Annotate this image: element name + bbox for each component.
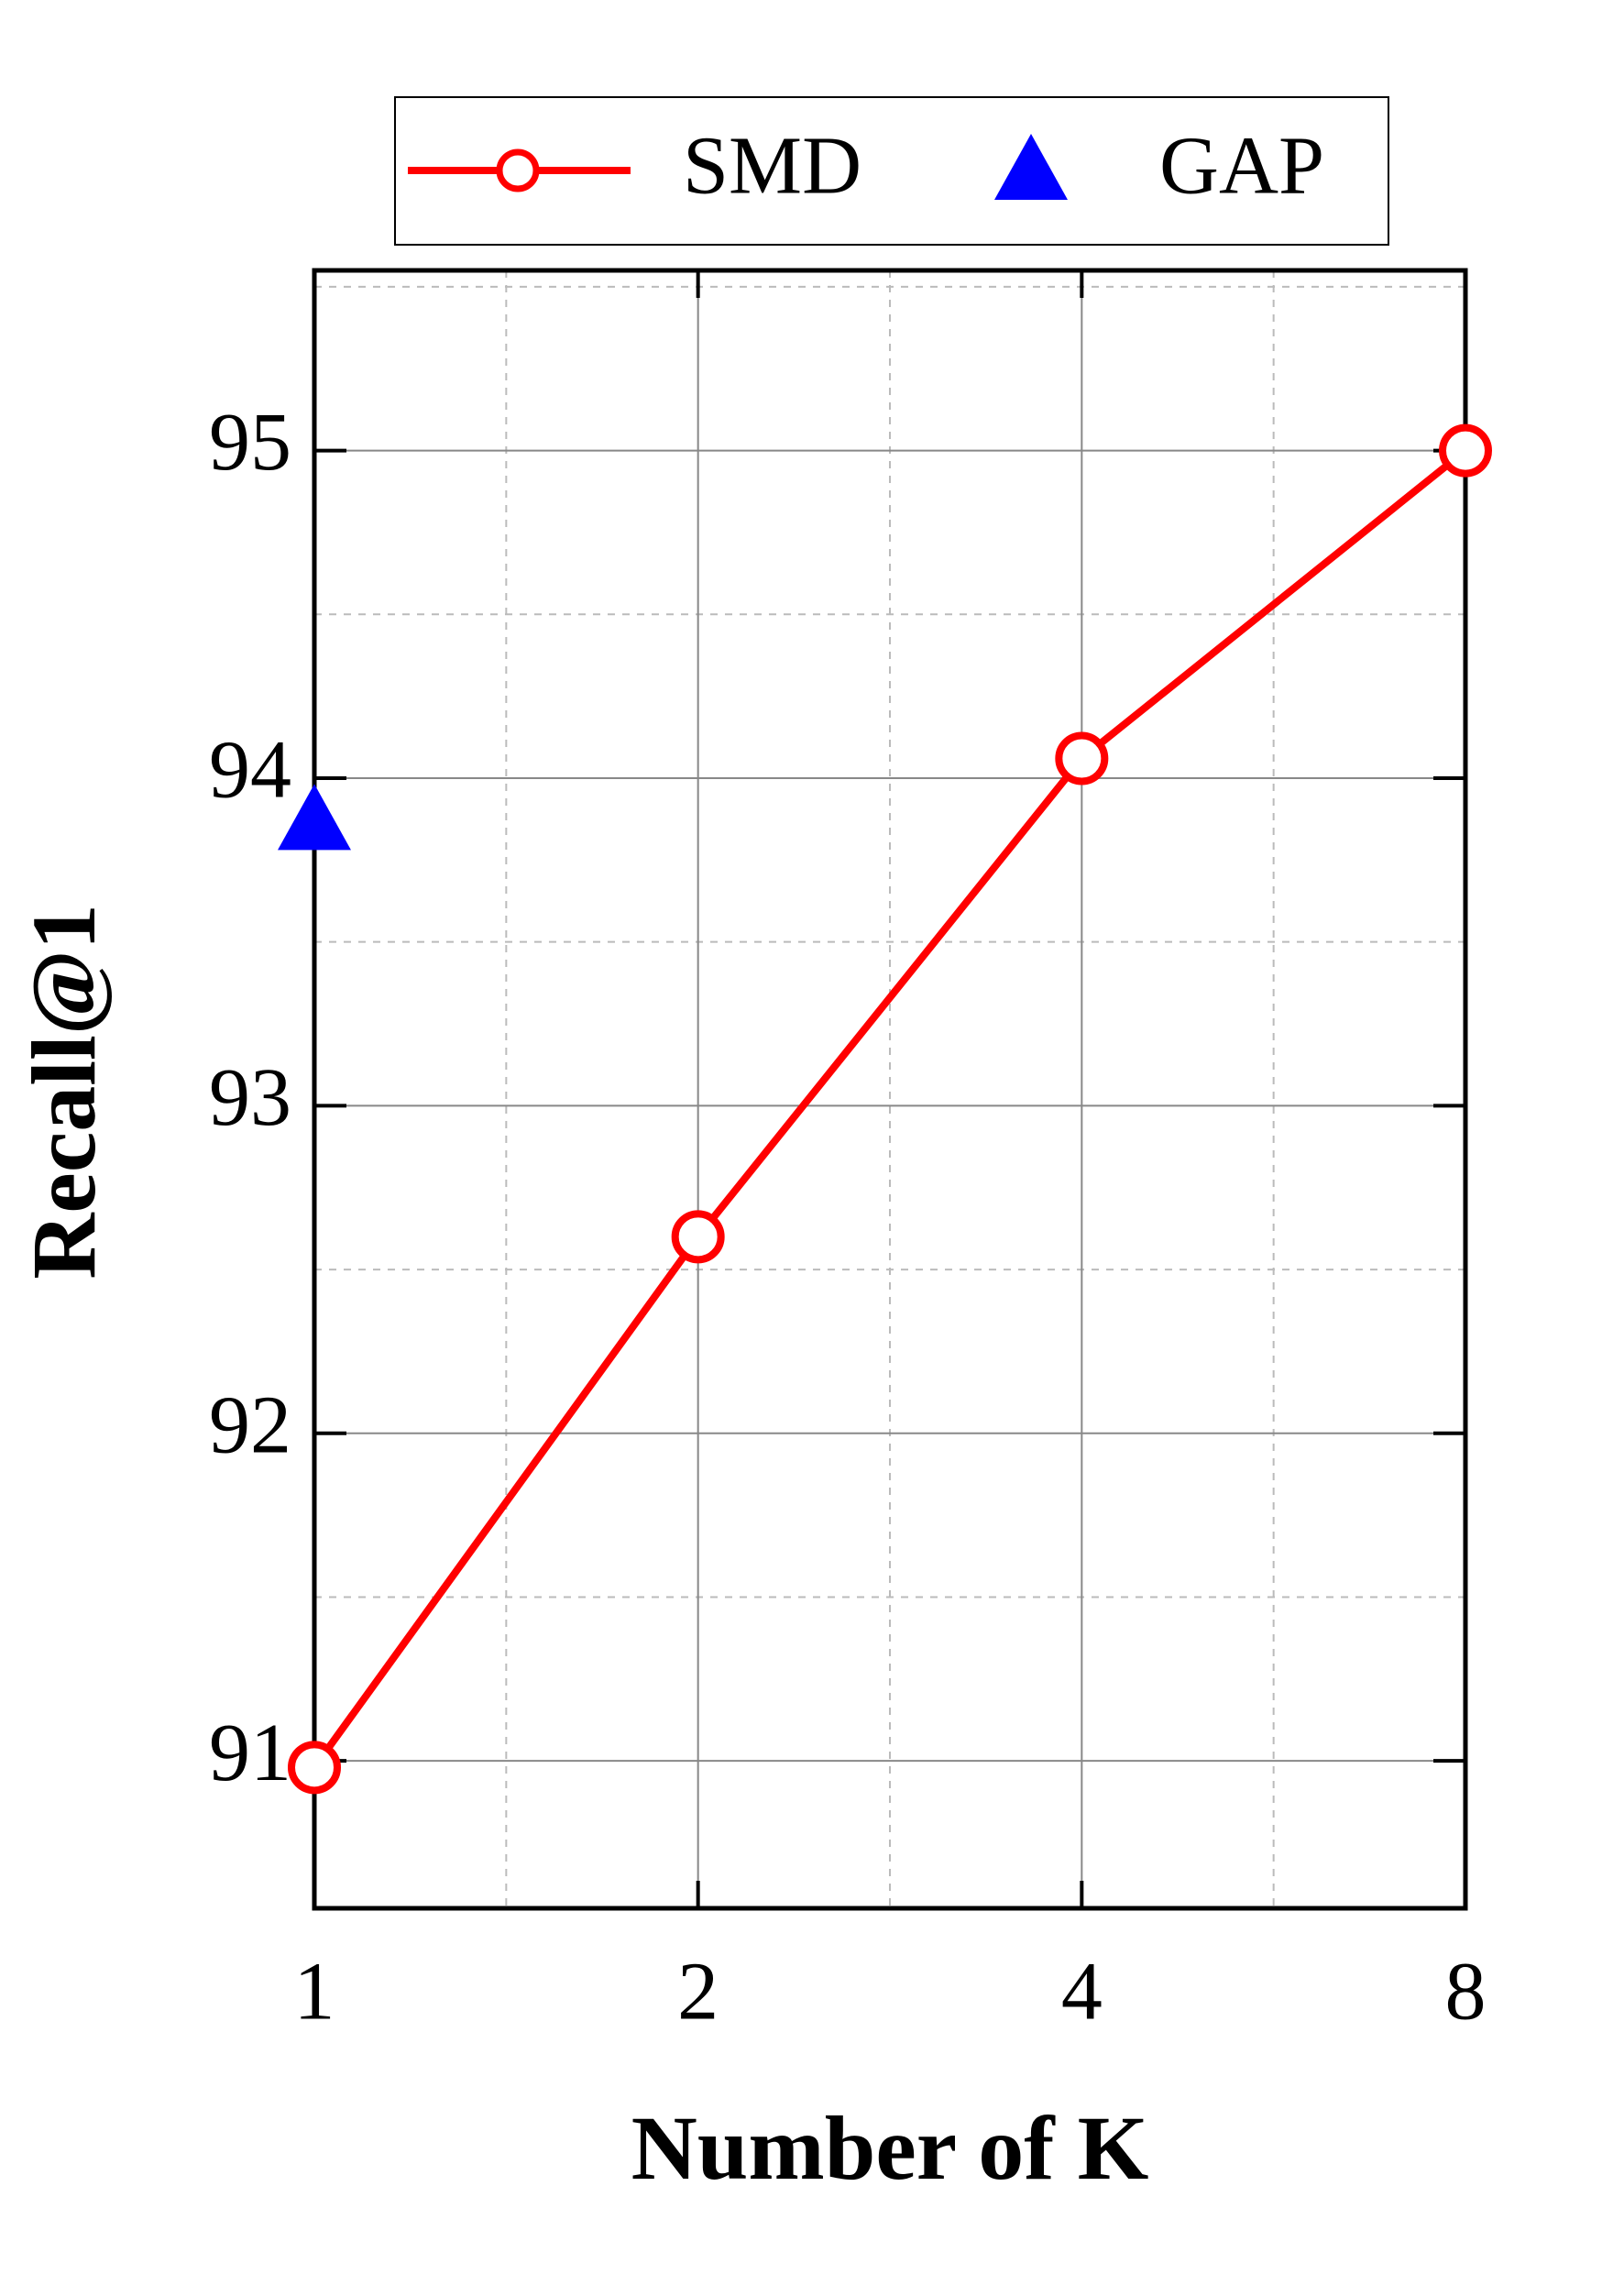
y-axis-label: Recall@1 [13,904,115,1280]
marker [278,784,351,851]
legend-label: SMD [683,121,861,212]
x-tick-label: 2 [677,1947,719,2038]
marker [1055,731,1109,785]
marker [671,1210,725,1264]
x-tick-label: 8 [1445,1947,1487,2038]
marker [1439,423,1492,478]
marker [288,1741,341,1795]
legend-marker [496,148,540,192]
legend-marker [994,134,1068,200]
x-tick-label: 1 [294,1947,335,2038]
y-tick-label: 91 [209,1708,291,1798]
y-tick-label: 93 [209,1052,291,1143]
x-tick-label: 4 [1061,1947,1103,2038]
y-tick-label: 95 [209,397,291,488]
x-axis-label: Number of K [631,2097,1149,2199]
plot-frame [312,268,1468,1911]
y-tick-label: 94 [209,725,291,816]
legend-label: GAP [1159,121,1324,212]
series-line [311,447,1468,1770]
y-tick-label: 92 [209,1379,291,1470]
